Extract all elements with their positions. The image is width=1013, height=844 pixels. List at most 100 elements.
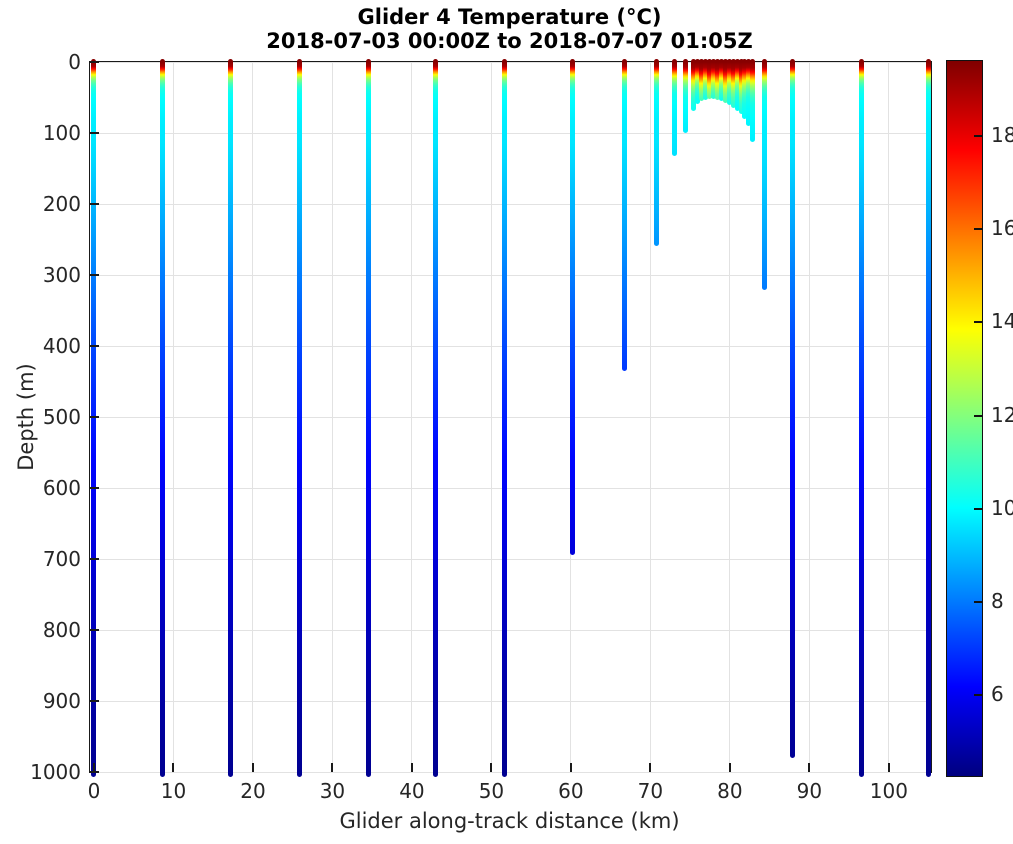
temperature-profile-column <box>730 59 736 109</box>
y-gridline <box>90 771 931 773</box>
y-tick-label: 1000 <box>30 760 81 784</box>
temperature-profile-column <box>714 59 720 100</box>
temperature-profile-column <box>671 59 677 157</box>
y-tick-label: 900 <box>42 689 81 713</box>
colorbar-tick <box>974 414 982 417</box>
y-tick <box>90 629 99 631</box>
y-tick-label: 100 <box>42 121 81 145</box>
temperature-profile-column <box>228 59 234 777</box>
temperature-profile-column <box>734 59 740 111</box>
colorbar-tick <box>974 321 982 324</box>
x-tick <box>490 763 493 772</box>
temperature-profile-column <box>859 59 865 777</box>
x-tick <box>569 763 572 772</box>
temperature-profile-column <box>738 59 744 115</box>
x-tick <box>251 763 254 772</box>
x-tick-label: 90 <box>796 779 823 803</box>
temperature-profile-column <box>690 59 696 111</box>
colorbar-tick-label: 10 <box>991 495 1013 520</box>
x-tick-label: 30 <box>319 779 346 803</box>
y-gridline <box>90 274 931 276</box>
temperature-profile-column <box>365 59 371 777</box>
colorbar-tick <box>974 601 982 604</box>
x-tick <box>172 763 175 772</box>
y-tick-label: 800 <box>42 618 81 642</box>
x-tick-label: 80 <box>717 779 743 803</box>
x-tick-label: 60 <box>558 779 584 803</box>
temperature-profile-column <box>702 59 708 100</box>
y-axis-label: Depth (m) <box>14 363 38 471</box>
temperature-profile-column <box>742 59 748 120</box>
y-gridline <box>90 132 931 134</box>
x-tick-label: 20 <box>240 779 266 803</box>
colorbar <box>946 60 983 777</box>
y-tick <box>90 132 99 134</box>
y-tick-label: 700 <box>42 547 81 571</box>
temperature-profile-column <box>501 59 507 777</box>
y-tick <box>90 487 99 489</box>
y-gridline <box>90 558 931 560</box>
colorbar-tick-label: 18 <box>991 123 1013 148</box>
y-tick <box>90 61 99 63</box>
temperature-profile-column <box>91 59 97 777</box>
colorbar-tick-label: 12 <box>991 402 1013 427</box>
temperature-profile-column <box>433 59 439 777</box>
y-tick-label: 0 <box>68 50 81 74</box>
y-gridline <box>90 345 931 347</box>
chart-title-line1: Glider 4 Temperature (°C) <box>357 5 662 29</box>
x-tick-label: 10 <box>160 779 187 803</box>
colorbar-tick-label: 6 <box>991 682 1004 707</box>
y-tick-label: 300 <box>42 263 81 287</box>
colorbar-tick-label: 8 <box>991 589 1004 614</box>
plot-area: 0 10 20 30 40 50 60 70 80 90 100 0 100 200 300 400 500 60… <box>30 50 932 803</box>
x-tick <box>728 763 731 772</box>
colorbar-tick <box>974 135 982 138</box>
y-tick-label: 200 <box>42 192 81 216</box>
y-gridline <box>90 203 931 205</box>
colorbar-tick-label: 14 <box>991 309 1013 334</box>
chart-title-line2: 2018-07-03 00:00Z to 2018-07-07 01:05Z <box>266 29 753 53</box>
temperature-profile-column <box>761 59 767 290</box>
temperature-profile-column <box>790 59 796 758</box>
y-tick <box>90 700 99 702</box>
temperature-profile-column <box>698 59 704 101</box>
chart-title: Glider 4 Temperature (°C) 2018-07-03 00:… <box>89 5 930 53</box>
x-tick <box>887 763 890 772</box>
x-tick-label: 40 <box>399 779 425 803</box>
y-gridline <box>90 416 931 418</box>
x-tick <box>808 763 811 772</box>
temperature-profile-column <box>710 59 716 99</box>
temperature-profile-column <box>718 59 724 101</box>
colorbar-tick <box>974 694 982 697</box>
y-gridline <box>90 61 931 63</box>
colorbar-tick <box>974 228 982 231</box>
x-tick-label: 50 <box>478 779 505 803</box>
y-gridline <box>90 629 931 631</box>
temperature-profile-column <box>682 59 688 133</box>
temperature-profile-column <box>706 59 712 99</box>
y-tick <box>90 771 99 773</box>
x-tick-label: 70 <box>637 779 664 803</box>
y-tick-label: 400 <box>42 334 81 358</box>
x-tick-label: 100 <box>869 779 908 803</box>
y-tick <box>90 416 99 418</box>
temperature-profile-column <box>654 59 660 246</box>
temperature-profile-column <box>570 59 575 556</box>
temperature-profile-column <box>750 59 756 143</box>
y-tick-label: 600 <box>42 476 81 500</box>
colorbar-tick <box>974 507 982 510</box>
y-gridline <box>90 487 931 489</box>
temperature-profile-column <box>694 59 700 105</box>
temperature-profile-column <box>926 59 932 777</box>
x-axis-label: Glider along-track distance (km) <box>339 809 680 833</box>
temperature-profile-column <box>621 59 627 372</box>
x-tick <box>649 763 652 772</box>
y-tick <box>90 274 99 276</box>
x-tick <box>92 763 95 772</box>
temperature-profile-column <box>159 59 165 777</box>
temperature-profile-column <box>746 59 752 127</box>
y-tick-label: 500 <box>42 405 81 429</box>
y-tick <box>90 558 99 560</box>
x-tick <box>331 763 334 772</box>
